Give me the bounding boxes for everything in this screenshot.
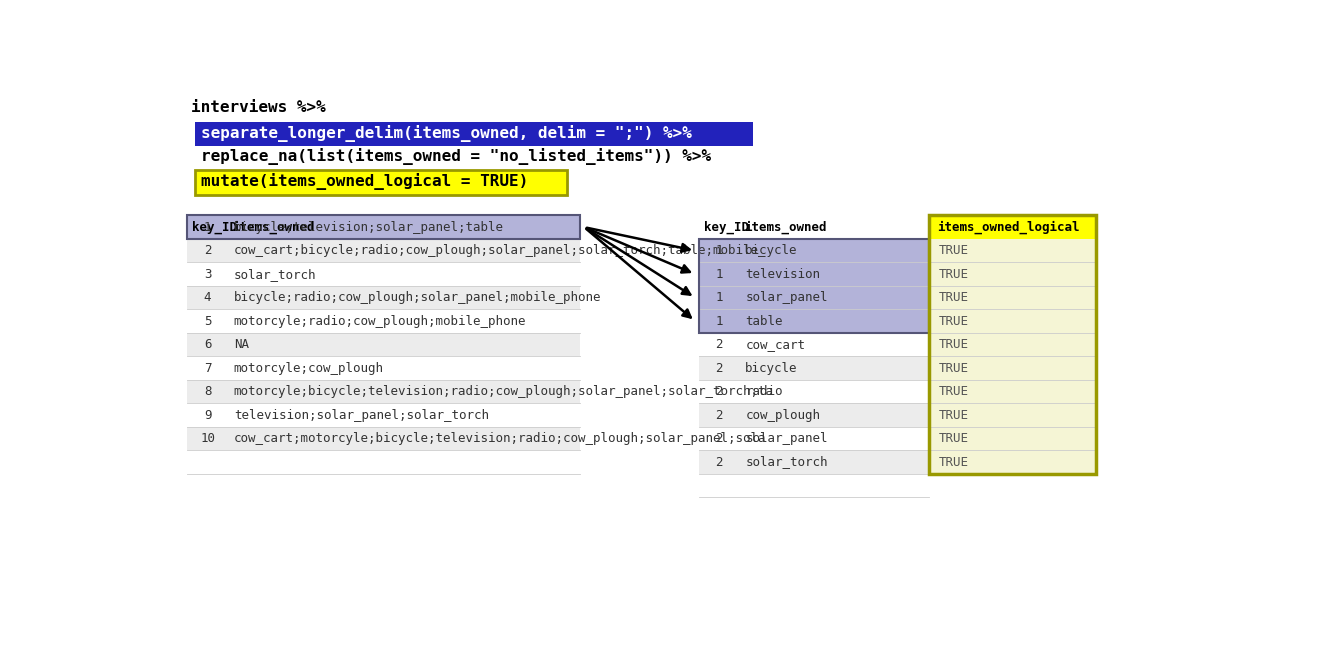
FancyBboxPatch shape xyxy=(929,451,1095,474)
Text: replace_na(list(items_owned = "no_listed_items")) %>%: replace_na(list(items_owned = "no_listed… xyxy=(200,148,711,165)
Text: 4: 4 xyxy=(204,291,211,304)
FancyBboxPatch shape xyxy=(699,239,929,263)
Text: 6: 6 xyxy=(204,338,211,351)
FancyBboxPatch shape xyxy=(929,310,1095,333)
FancyBboxPatch shape xyxy=(699,263,929,286)
FancyBboxPatch shape xyxy=(195,170,567,195)
FancyBboxPatch shape xyxy=(187,310,581,333)
Text: 5: 5 xyxy=(204,315,211,328)
Text: 3: 3 xyxy=(204,268,211,281)
FancyBboxPatch shape xyxy=(699,427,929,451)
Text: bicycle;television;solar_panel;table: bicycle;television;solar_panel;table xyxy=(234,221,504,234)
Text: items_owned: items_owned xyxy=(233,221,314,234)
FancyBboxPatch shape xyxy=(929,427,1095,451)
Text: bicycle: bicycle xyxy=(746,244,798,257)
FancyBboxPatch shape xyxy=(929,263,1095,286)
FancyBboxPatch shape xyxy=(699,380,929,404)
Text: motorcyle;bicycle;television;radio;cow_plough;solar_panel;solar_torch;ta: motorcyle;bicycle;television;radio;cow_p… xyxy=(234,385,774,398)
Text: NA: NA xyxy=(234,338,249,351)
Text: TRUE: TRUE xyxy=(938,456,968,468)
Text: 1: 1 xyxy=(715,315,723,328)
Text: solar_panel: solar_panel xyxy=(746,432,828,445)
FancyBboxPatch shape xyxy=(187,427,581,451)
Text: 1: 1 xyxy=(715,291,723,304)
Text: television;solar_panel;solar_torch: television;solar_panel;solar_torch xyxy=(234,409,489,422)
Text: 7: 7 xyxy=(204,362,211,375)
Text: 2: 2 xyxy=(715,338,723,351)
Text: solar_panel: solar_panel xyxy=(746,291,828,304)
FancyBboxPatch shape xyxy=(699,310,929,333)
FancyBboxPatch shape xyxy=(187,286,581,310)
Text: 1: 1 xyxy=(715,244,723,257)
FancyBboxPatch shape xyxy=(929,239,1095,263)
Text: 2: 2 xyxy=(715,362,723,375)
FancyBboxPatch shape xyxy=(187,333,581,357)
Text: radio: radio xyxy=(746,385,782,398)
Text: table: table xyxy=(746,315,782,328)
Text: mutate(items_owned_logical = TRUE): mutate(items_owned_logical = TRUE) xyxy=(200,173,528,190)
Text: bicycle: bicycle xyxy=(746,362,798,375)
FancyBboxPatch shape xyxy=(187,215,581,239)
Text: TRUE: TRUE xyxy=(938,385,968,398)
Text: cow_plough: cow_plough xyxy=(746,409,820,422)
Text: cow_cart;bicycle;radio;cow_plough;solar_panel;solar_torch;table;mobile_: cow_cart;bicycle;radio;cow_plough;solar_… xyxy=(234,244,766,257)
Text: 2: 2 xyxy=(204,244,211,257)
Text: cow_cart: cow_cart xyxy=(746,338,805,351)
FancyBboxPatch shape xyxy=(929,404,1095,427)
FancyBboxPatch shape xyxy=(929,357,1095,380)
Text: TRUE: TRUE xyxy=(938,432,968,445)
FancyBboxPatch shape xyxy=(187,263,581,286)
Text: 1: 1 xyxy=(715,268,723,281)
FancyBboxPatch shape xyxy=(699,404,929,427)
Text: separate_longer_delim(items_owned, delim = ";") %>%: separate_longer_delim(items_owned, delim… xyxy=(200,125,691,142)
Text: items_owned_logical: items_owned_logical xyxy=(937,221,1079,234)
FancyBboxPatch shape xyxy=(699,357,929,380)
Text: bicycle;radio;cow_plough;solar_panel;mobile_phone: bicycle;radio;cow_plough;solar_panel;mob… xyxy=(234,291,601,304)
FancyBboxPatch shape xyxy=(187,239,581,263)
Text: motorcyle;cow_plough: motorcyle;cow_plough xyxy=(234,362,384,375)
Text: TRUE: TRUE xyxy=(938,409,968,422)
FancyBboxPatch shape xyxy=(929,333,1095,357)
FancyBboxPatch shape xyxy=(929,215,1095,239)
Text: 2: 2 xyxy=(715,385,723,398)
FancyBboxPatch shape xyxy=(187,357,581,380)
Text: TRUE: TRUE xyxy=(938,362,968,375)
FancyBboxPatch shape xyxy=(699,451,929,474)
Text: 2: 2 xyxy=(715,432,723,445)
Text: solar_torch: solar_torch xyxy=(234,268,316,281)
Text: TRUE: TRUE xyxy=(938,315,968,328)
Text: cow_cart;motorcyle;bicycle;television;radio;cow_plough;solar_panel;sola: cow_cart;motorcyle;bicycle;television;ra… xyxy=(234,432,766,445)
FancyBboxPatch shape xyxy=(195,122,753,146)
FancyBboxPatch shape xyxy=(929,380,1095,404)
Text: 9: 9 xyxy=(204,409,211,422)
FancyBboxPatch shape xyxy=(187,380,581,404)
Text: 2: 2 xyxy=(715,456,723,468)
Text: TRUE: TRUE xyxy=(938,244,968,257)
Text: solar_torch: solar_torch xyxy=(746,456,828,468)
Text: items_owned: items_owned xyxy=(743,221,827,234)
Text: 8: 8 xyxy=(204,385,211,398)
Text: TRUE: TRUE xyxy=(938,291,968,304)
FancyBboxPatch shape xyxy=(699,333,929,357)
Text: TRUE: TRUE xyxy=(938,268,968,281)
Text: television: television xyxy=(746,268,820,281)
Text: 1: 1 xyxy=(204,221,211,234)
Text: 10: 10 xyxy=(200,432,215,445)
Text: motorcyle;radio;cow_plough;mobile_phone: motorcyle;radio;cow_plough;mobile_phone xyxy=(234,315,527,328)
Text: interviews %>%: interviews %>% xyxy=(191,100,327,115)
Text: TRUE: TRUE xyxy=(938,338,968,351)
FancyBboxPatch shape xyxy=(929,286,1095,310)
Text: key_ID: key_ID xyxy=(192,221,237,234)
Text: 2: 2 xyxy=(715,409,723,422)
FancyBboxPatch shape xyxy=(699,286,929,310)
Text: key_ID: key_ID xyxy=(703,221,749,234)
FancyBboxPatch shape xyxy=(187,404,581,427)
